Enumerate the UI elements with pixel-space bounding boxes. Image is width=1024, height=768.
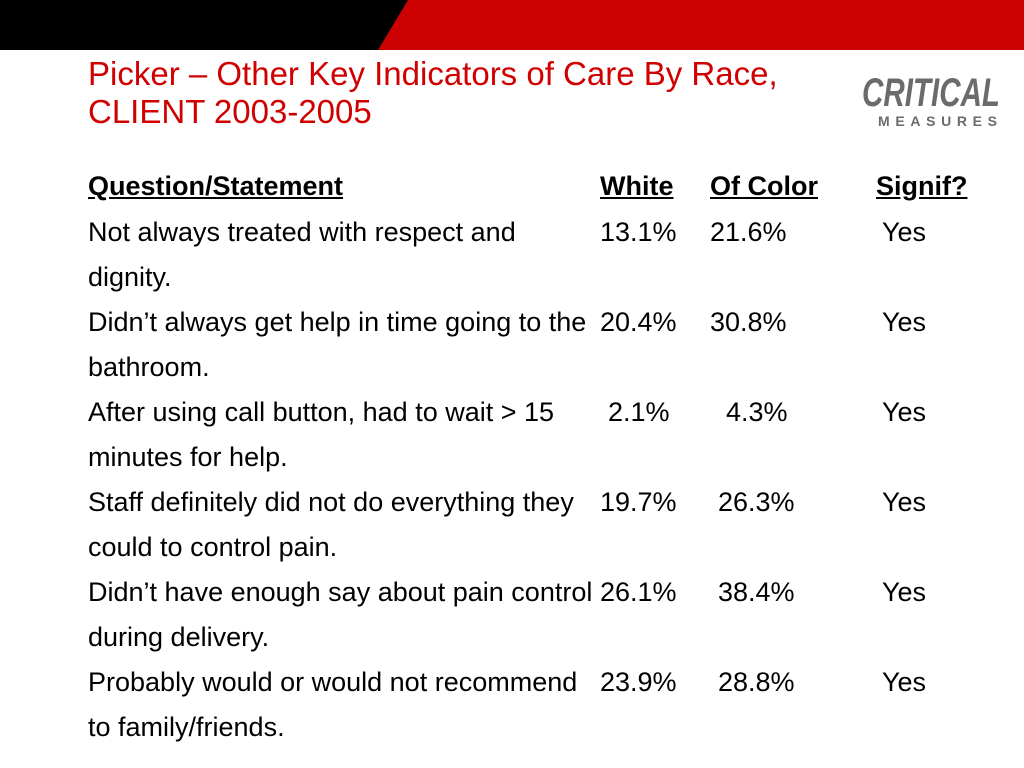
care-indicators-table: Question/Statement White Of Color Signif… (88, 166, 992, 750)
table-header-row: Question/Statement White Of Color Signif… (88, 166, 992, 210)
cell-white: 23.9% (600, 667, 677, 697)
cell-signif: Yes (882, 577, 927, 607)
table-row: Didn’t have enough say about pain contro… (88, 570, 992, 660)
slide-title: Picker – Other Key Indicators of Care By… (88, 55, 938, 131)
col-header-signif: Signif? (876, 171, 968, 201)
col-header-of-color: Of Color (710, 171, 818, 201)
header-banner (0, 0, 1024, 50)
cell-signif: Yes (882, 217, 927, 247)
cell-signif: Yes (882, 397, 927, 427)
cell-of-color: 21.6% (710, 217, 787, 247)
cell-white: 20.4% (600, 307, 677, 337)
logo-word-critical: CRITICAL (862, 71, 1000, 115)
cell-signif: Yes (882, 307, 927, 337)
cell-of-color: 4.3% (726, 397, 788, 427)
cell-white: 26.1% (600, 577, 677, 607)
table-row: Staff definitely did not do everything t… (88, 480, 992, 570)
table-row: Didn’t always get help in time going to … (88, 300, 992, 390)
cell-question: Didn’t have enough say about pain contro… (88, 577, 593, 652)
cell-question: Staff definitely did not do everything t… (88, 487, 574, 562)
logo-word-measures: MEASURES (878, 113, 1000, 129)
cell-signif: Yes (882, 487, 927, 517)
cell-white: 2.1% (608, 397, 670, 427)
cell-white: 13.1% (600, 217, 677, 247)
cell-question: Didn’t always get help in time going to … (88, 307, 587, 382)
cell-of-color: 26.3% (718, 487, 795, 517)
cell-signif: Yes (882, 667, 927, 697)
cell-of-color: 28.8% (718, 667, 795, 697)
title-line-2: CLIENT 2003-2005 (88, 93, 372, 130)
cell-of-color: 38.4% (718, 577, 795, 607)
table-row: Not always treated with respect and dign… (88, 210, 992, 300)
col-header-question: Question/Statement (88, 171, 344, 201)
cell-white: 19.7% (600, 487, 677, 517)
title-line-1: Picker – Other Key Indicators of Care By… (88, 55, 778, 92)
col-header-white: White (600, 171, 674, 201)
cell-question: Not always treated with respect and dign… (88, 217, 516, 292)
cell-question: After using call button, had to wait > 1… (88, 397, 555, 472)
cell-question: Probably would or would not recommend to… (88, 667, 578, 742)
critical-measures-logo: CRITICAL MEASURES (858, 62, 1008, 132)
banner-red-band (378, 0, 1024, 50)
table-row: Probably would or would not recommend to… (88, 660, 992, 750)
cell-of-color: 30.8% (710, 307, 787, 337)
table-row: After using call button, had to wait > 1… (88, 390, 992, 480)
